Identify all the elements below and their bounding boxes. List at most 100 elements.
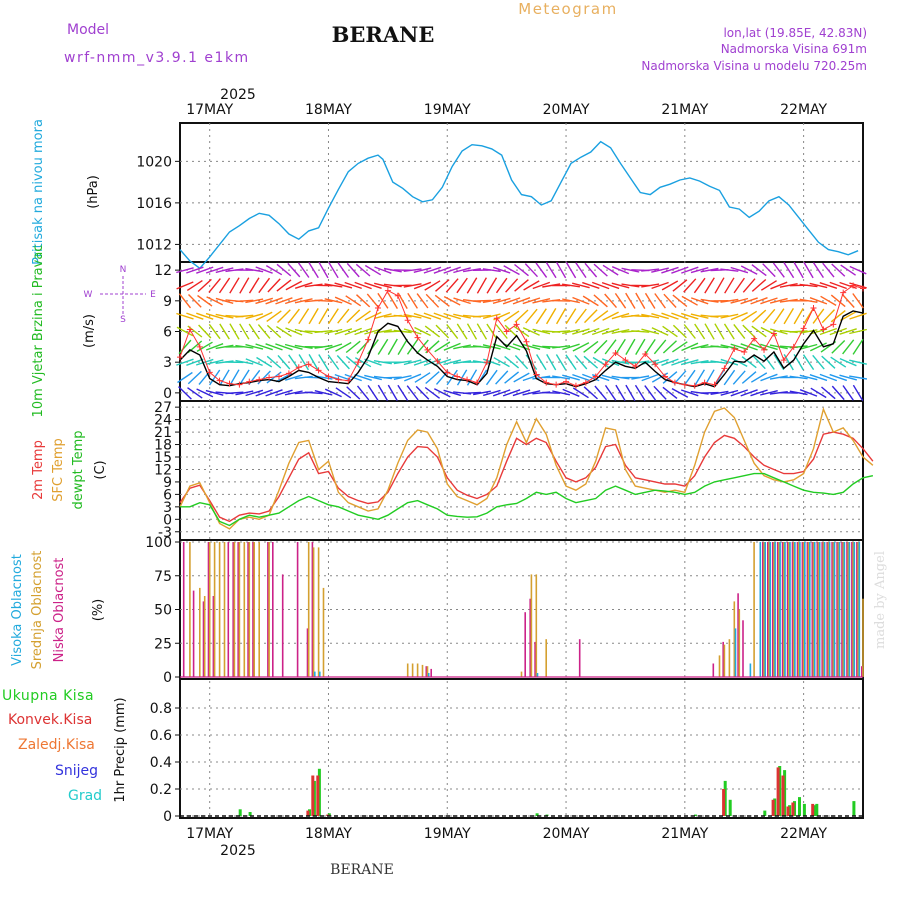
cloud_low-bar [252, 542, 254, 677]
wind-arrow [407, 292, 418, 309]
wind-arrow [186, 312, 204, 320]
wind-arrow [486, 323, 498, 340]
wind-arrow [690, 313, 709, 319]
wind-arrow [720, 298, 739, 303]
wind-arrow [257, 324, 271, 339]
wind-arrow [732, 370, 746, 385]
cloud_high-bar [843, 542, 846, 677]
y-tick-label: 75 [154, 569, 172, 585]
cloud_low-bar [306, 628, 309, 677]
wind-arrow [591, 327, 610, 336]
gust-marker [266, 374, 273, 381]
gust-marker [305, 361, 312, 368]
wind-arrow [245, 313, 264, 320]
y-tick-label: -3 [158, 525, 172, 541]
wind-arrow [425, 293, 440, 308]
wind-arrow [821, 355, 836, 369]
wind-arrow [374, 282, 392, 289]
wind-arrow [284, 343, 303, 350]
cloud_low-bar [272, 542, 274, 677]
gust-marker [592, 373, 599, 380]
wind-arrow [265, 297, 283, 305]
wind-arrow [403, 268, 422, 272]
cloud-high-ylabel: Visoka Oblacnost [10, 554, 25, 666]
wind-arrow [582, 327, 600, 336]
wind-arrow [829, 373, 848, 382]
y-tick-label: 12 [154, 263, 172, 279]
wind-arrow [178, 386, 192, 400]
wind-arrow [294, 298, 313, 304]
wind-arrow [809, 282, 828, 289]
wind-arrow [176, 281, 194, 290]
cloud_low-bar [529, 598, 531, 677]
chart-marks [176, 140, 874, 817]
cloud_high-bar [734, 628, 737, 677]
gust-marker [820, 326, 827, 333]
wind-arrow [720, 344, 739, 350]
wind-arrow [266, 310, 282, 322]
cloud_mid-bar [812, 542, 815, 677]
gust-marker [810, 304, 817, 311]
wind-arrow [235, 299, 254, 303]
wind-arrow [839, 328, 857, 335]
gust-marker [662, 373, 669, 380]
wind-arrow [562, 328, 580, 335]
wind-arrow [810, 342, 827, 352]
wind-arrow [285, 280, 303, 291]
wind-arrow [176, 326, 194, 337]
wind-arrow [337, 262, 350, 278]
wind-arrow [536, 354, 547, 371]
wind-arrow [502, 389, 521, 397]
wind-arrow [525, 354, 538, 370]
wind-arrow [821, 386, 836, 400]
date-label-bottom: 22MAY [780, 826, 827, 842]
precip-ylabel: 1hr Precip (mm) [113, 697, 128, 802]
wind-arrow [593, 294, 608, 308]
wind-arrow [415, 385, 430, 400]
wind-arrow [314, 390, 333, 396]
wind-arrow [275, 343, 293, 351]
gust-marker [454, 373, 461, 380]
wind-arrow [482, 313, 501, 319]
wind-arrow [255, 266, 273, 274]
pressure-ylabel: Pritisak na nivou mora [31, 119, 46, 265]
cloud_low-bar [534, 641, 536, 677]
wind-arrow [555, 308, 567, 325]
wind-arrow [513, 325, 530, 338]
cloud_low-bar [578, 639, 581, 677]
wind-arrow [383, 283, 402, 288]
wind-arrow [661, 358, 679, 366]
wind-arrow [443, 389, 461, 397]
cloud_low-bar [296, 542, 299, 677]
wind-arrow [472, 299, 491, 302]
cloud_mid-bar [763, 542, 765, 677]
precip_total-bar [802, 803, 806, 816]
wind-arrow [631, 360, 650, 364]
dewpoint-ylabel: dewpt Temp [71, 430, 86, 509]
wind-arrow [218, 277, 231, 294]
cloud-low-ylabel: Niska Oblacnost [52, 558, 67, 663]
wind-arrow [635, 292, 646, 309]
wind-arrow [294, 282, 313, 289]
cloud_mid-bar [208, 542, 211, 677]
wind-arrow [176, 267, 194, 274]
wind-arrow [809, 374, 828, 382]
wind-arrow [680, 312, 699, 320]
precip_conv-bar [811, 803, 815, 816]
date-label-bottom: 19MAY [424, 826, 471, 842]
cloud_high-bar [774, 542, 776, 677]
wind-arrow [324, 388, 342, 398]
gust-marker [434, 358, 441, 365]
wind-ylabel: 10m Vjetar Brzina i Pravac [31, 245, 46, 418]
wind-arrow [344, 327, 362, 336]
wind-arrow [197, 278, 212, 293]
precip_total-bar [783, 770, 787, 816]
gust-marker [256, 376, 263, 383]
precip_total-bar [312, 780, 316, 816]
wind-arrow [367, 339, 379, 355]
cloud_mid-bar [768, 542, 770, 677]
wind-arrow [574, 354, 588, 370]
gust-marker [523, 338, 530, 345]
wind-arrow [186, 358, 204, 366]
wind-arrow [730, 343, 749, 351]
